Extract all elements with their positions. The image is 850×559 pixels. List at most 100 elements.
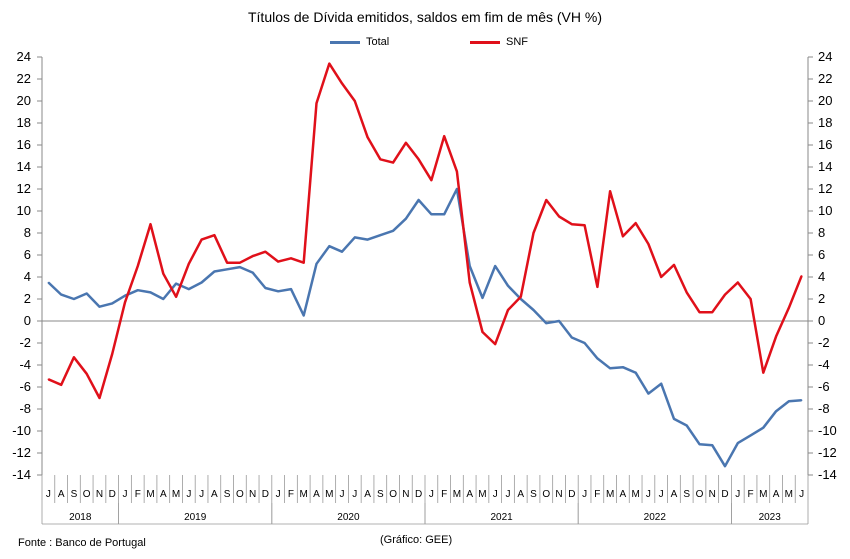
y-tick-label-right: 6: [818, 247, 825, 262]
data-point-total: [468, 265, 471, 267]
legend: Total SNF: [0, 36, 850, 52]
month-label: M: [172, 489, 180, 500]
month-label: M: [325, 489, 333, 500]
data-point-total: [698, 443, 701, 446]
data-point-total: [443, 213, 446, 216]
data-point-total: [596, 357, 599, 360]
month-label: A: [160, 489, 167, 500]
data-point-total: [60, 293, 62, 296]
month-label: A: [466, 489, 473, 500]
data-point-snf: [290, 257, 292, 260]
data-point-total: [111, 302, 113, 305]
data-point-snf: [149, 223, 152, 225]
month-label: M: [785, 489, 793, 500]
month-label: J: [505, 489, 510, 500]
data-point-total: [85, 292, 88, 295]
data-point-total: [226, 268, 228, 271]
month-label: J: [352, 489, 357, 500]
data-point-snf: [98, 397, 101, 399]
data-point-snf: [60, 384, 62, 386]
data-point-total: [405, 217, 407, 220]
month-label: J: [122, 489, 127, 500]
y-tick-label-left: 16: [17, 137, 31, 152]
data-point-snf: [302, 261, 305, 264]
data-point-total: [583, 342, 586, 344]
data-point-total: [290, 288, 292, 290]
data-point-total: [673, 418, 675, 420]
data-point-snf: [251, 255, 254, 257]
data-point-total: [800, 399, 803, 402]
data-point-snf: [481, 331, 484, 333]
data-point-snf: [226, 261, 228, 264]
y-tick-label-right: 22: [818, 71, 832, 86]
month-label: O: [696, 489, 704, 500]
data-point-total: [175, 282, 177, 285]
month-label: F: [135, 489, 141, 500]
y-tick-label-left: -2: [19, 335, 31, 350]
data-point-snf: [315, 102, 318, 104]
y-tick-label-right: 14: [818, 159, 832, 174]
data-point-snf: [175, 296, 177, 298]
y-tick-label-left: 24: [17, 49, 31, 64]
month-label: J: [199, 489, 204, 500]
y-tick-label-left: 6: [24, 247, 31, 262]
month-label: N: [96, 489, 103, 500]
data-point-total: [788, 400, 790, 403]
y-tick-label-right: -8: [818, 401, 830, 416]
data-point-total: [571, 336, 573, 339]
data-point-snf: [200, 238, 203, 241]
data-point-snf: [328, 62, 331, 65]
data-point-snf: [724, 293, 726, 296]
data-point-total: [430, 213, 433, 216]
legend-item-total: Total: [330, 36, 389, 48]
y-tick-label-left: -6: [19, 379, 31, 394]
month-label: J: [582, 489, 587, 500]
data-point-total: [558, 320, 560, 322]
data-point-snf: [749, 298, 752, 300]
y-tick-label-left: -14: [12, 467, 31, 482]
month-label: M: [631, 489, 639, 500]
data-point-snf: [85, 373, 88, 375]
y-tick-label-left: 0: [24, 313, 31, 328]
data-point-snf: [532, 232, 535, 234]
y-tick-label-left: 12: [17, 181, 31, 196]
month-label: A: [517, 489, 524, 500]
data-point-snf: [430, 179, 433, 181]
year-label: 2021: [490, 512, 513, 523]
data-point-snf: [417, 158, 420, 161]
month-label: D: [415, 489, 422, 500]
year-label: 2023: [759, 512, 782, 523]
month-label: N: [402, 489, 409, 500]
series-line-snf: [47, 62, 803, 400]
month-label: O: [236, 489, 244, 500]
month-label: O: [389, 489, 397, 500]
data-point-snf: [698, 311, 701, 314]
month-label: A: [773, 489, 780, 500]
data-point-total: [545, 322, 548, 325]
data-point-total: [417, 199, 420, 201]
data-point-total: [188, 288, 190, 290]
data-point-total: [73, 298, 75, 300]
data-point-snf: [660, 276, 662, 278]
data-point-snf: [47, 378, 50, 381]
data-point-total: [302, 314, 305, 317]
y-tick-label-left: -8: [19, 401, 31, 416]
data-point-total: [647, 392, 650, 395]
data-point-snf: [647, 243, 650, 245]
year-label: 2019: [184, 512, 207, 523]
month-label: M: [453, 489, 461, 500]
series-line-total: [47, 187, 802, 468]
y-tick-label-right: 2: [818, 291, 825, 306]
data-point-snf: [137, 265, 139, 267]
month-label: S: [530, 489, 537, 500]
data-point-total: [328, 245, 331, 247]
data-point-snf: [366, 136, 369, 139]
month-label: M: [300, 489, 308, 500]
data-point-snf: [188, 263, 190, 265]
data-point-total: [775, 410, 777, 413]
month-label: S: [377, 489, 384, 500]
month-label: J: [799, 489, 804, 500]
data-point-snf: [520, 296, 522, 298]
data-point-total: [264, 287, 267, 289]
month-label: A: [671, 489, 678, 500]
